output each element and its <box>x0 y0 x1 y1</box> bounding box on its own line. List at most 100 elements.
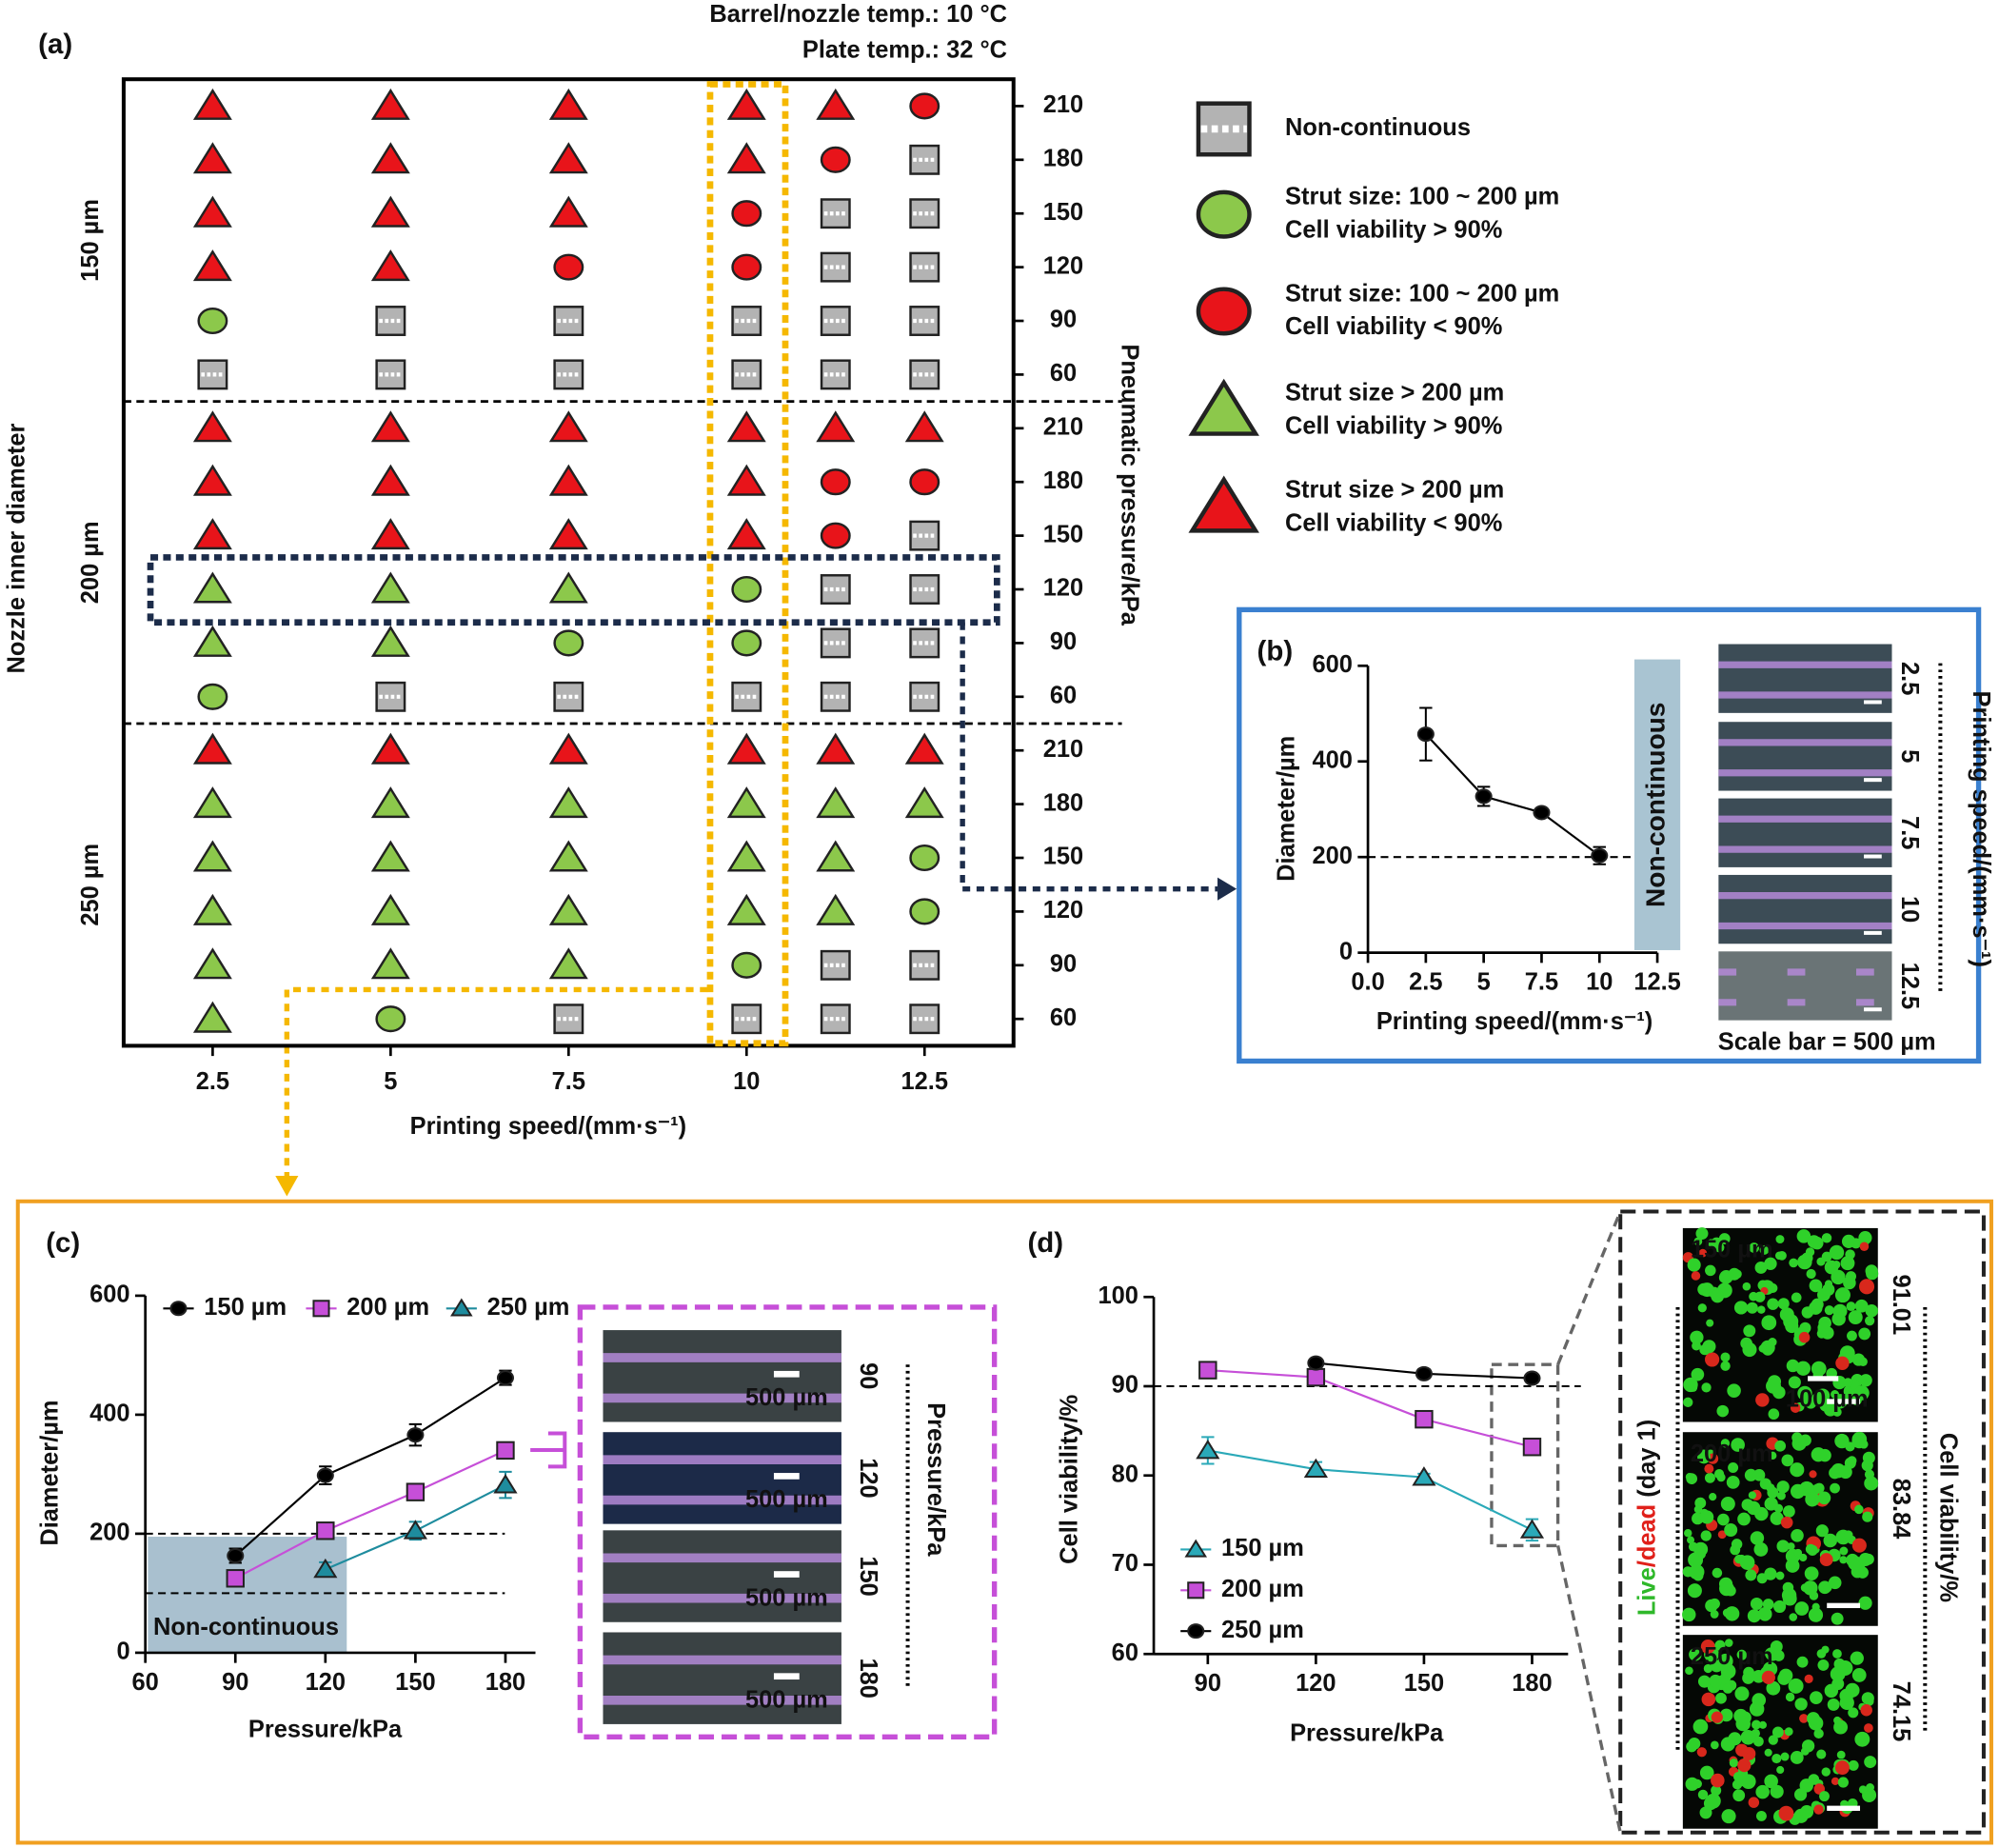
cell <box>1784 1727 1793 1737</box>
marker-shape <box>370 142 410 174</box>
cell <box>1791 1529 1804 1542</box>
y-tick-label: 400 <box>89 1401 129 1427</box>
cell <box>1710 1659 1723 1673</box>
y-tick-label: 400 <box>1313 746 1353 773</box>
marker <box>1591 847 1609 864</box>
marker-shape <box>1188 475 1259 533</box>
cell <box>1780 1752 1790 1761</box>
marker-shape <box>316 1467 334 1483</box>
label: Plate temp.: 32 °C <box>802 36 1007 63</box>
cell <box>1764 1567 1777 1580</box>
marker <box>1306 1367 1326 1387</box>
marker-shape <box>375 1005 406 1033</box>
cell <box>1781 1454 1794 1467</box>
marker-shape <box>1196 189 1252 239</box>
scale-label: 500 µm <box>745 1584 828 1611</box>
scale-bar <box>1864 1007 1882 1012</box>
region-label: Non-continuous <box>153 1614 339 1640</box>
cell <box>1848 1556 1863 1571</box>
cell <box>1749 1242 1760 1253</box>
cell <box>1836 1750 1846 1759</box>
legend-label: 200 µm <box>346 1294 429 1321</box>
cell <box>1833 1716 1842 1725</box>
marker-shape <box>904 732 944 765</box>
marker <box>731 359 762 390</box>
cell <box>1739 1555 1755 1570</box>
cell <box>1720 1737 1735 1752</box>
cell <box>1794 1601 1810 1616</box>
marker-shape <box>406 1482 426 1501</box>
marker-shape <box>370 786 410 819</box>
marker <box>192 625 232 657</box>
marker <box>820 574 851 605</box>
marker <box>192 195 232 228</box>
photo-frame <box>1618 1209 1986 1835</box>
y2-tick-label: 150 <box>1043 199 1083 226</box>
marker-shape <box>370 518 410 550</box>
cell <box>1705 1352 1720 1367</box>
marker <box>548 518 588 550</box>
y-tick-label: 200 <box>89 1520 129 1546</box>
marker-shape <box>370 893 410 925</box>
marker-shape <box>726 840 766 872</box>
cell <box>1859 1242 1870 1252</box>
marker-shape <box>1188 378 1259 436</box>
cell <box>1738 1651 1747 1660</box>
marker <box>553 681 584 712</box>
cell <box>1732 1789 1746 1802</box>
cell <box>1685 1777 1699 1791</box>
cell <box>1770 1511 1784 1525</box>
cell <box>1823 1533 1838 1548</box>
cell <box>1859 1374 1872 1387</box>
marker <box>1307 1355 1325 1371</box>
marker-shape <box>909 949 940 981</box>
photo-label: 150 µm <box>1691 1237 1773 1263</box>
marker <box>548 571 588 604</box>
marker-shape <box>316 1521 335 1540</box>
marker <box>548 732 588 765</box>
marker-shape <box>1412 1466 1436 1486</box>
marker <box>1416 726 1435 743</box>
marker-shape <box>904 410 944 443</box>
cell <box>1839 1546 1849 1556</box>
cell <box>1720 1352 1731 1362</box>
side-label-part: (day 1) <box>1633 1420 1660 1504</box>
marker <box>909 92 940 120</box>
cell <box>1716 1404 1730 1418</box>
cell <box>1712 1567 1723 1579</box>
marker <box>316 1467 334 1483</box>
marker <box>909 251 940 283</box>
cell <box>1806 1268 1816 1280</box>
cell <box>1835 1681 1844 1690</box>
cell <box>1693 1237 1703 1246</box>
cell <box>1720 1663 1736 1679</box>
legend-marker <box>450 1298 473 1317</box>
marker-shape <box>312 1300 330 1318</box>
marker <box>548 786 588 819</box>
photo <box>603 1530 841 1622</box>
marker <box>909 1003 940 1035</box>
marker-shape <box>192 732 232 765</box>
marker <box>731 200 762 228</box>
marker-shape <box>1187 1581 1205 1600</box>
label: Barrel/nozzle temp.: 10 °C <box>709 1 1007 28</box>
marker-shape <box>1533 805 1551 821</box>
legend-label: Cell viability < 90% <box>1285 313 1502 340</box>
marker-shape <box>226 1569 245 1588</box>
cell <box>1782 1505 1795 1518</box>
cell <box>1848 1707 1859 1719</box>
marker-shape <box>726 893 766 925</box>
photo-label: 180 <box>855 1658 881 1698</box>
y-axis-label: Diameter/µm <box>1273 736 1299 882</box>
cell <box>1817 1321 1831 1335</box>
cell <box>1704 1463 1714 1474</box>
y2-tick-label: 90 <box>1050 951 1077 978</box>
x-tick-label: 0.0 <box>1351 968 1384 995</box>
marker-shape <box>1184 1539 1208 1558</box>
marker-shape <box>1196 287 1252 336</box>
value-label: 91.01 <box>1888 1274 1914 1335</box>
cell <box>1787 1542 1795 1551</box>
marker <box>909 359 940 390</box>
cell <box>1798 1331 1811 1343</box>
cell <box>1778 1668 1793 1683</box>
